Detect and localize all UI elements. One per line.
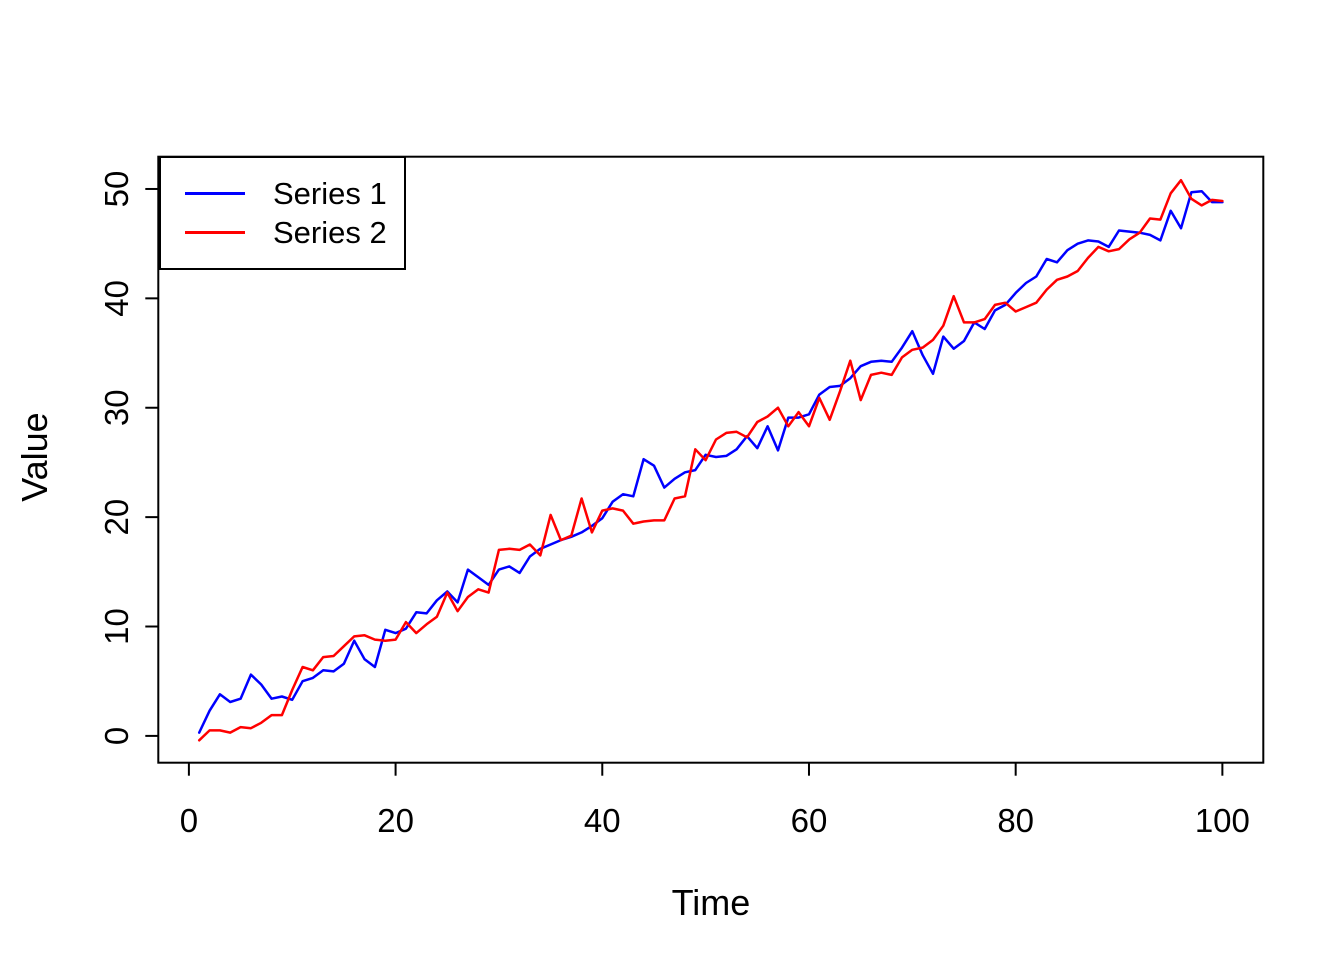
y-axis-tick-label: 20 xyxy=(98,499,135,536)
y-axis-tick-label: 50 xyxy=(98,171,135,208)
x-axis-tick-label: 100 xyxy=(1195,802,1250,839)
x-axis-title: Time xyxy=(671,882,751,923)
series-1-line-swatch xyxy=(185,192,245,195)
legend-entry-series-1: Series 1 xyxy=(161,174,404,213)
legend-box: Series 1 Series 2 xyxy=(159,156,406,270)
legend-entry-series-2: Series 2 xyxy=(161,213,404,252)
series-2-line-swatch xyxy=(185,231,245,234)
legend-label-series-1: Series 1 xyxy=(273,176,387,211)
plot-border xyxy=(157,155,1265,764)
y-axis-tick-label: 10 xyxy=(98,608,135,645)
y-axis-title: Value xyxy=(14,412,55,502)
y-axis-tick-label: 40 xyxy=(98,280,135,317)
series-2-line xyxy=(197,178,1224,742)
series-1-line xyxy=(197,189,1224,734)
y-axis-tick-label: 0 xyxy=(98,727,135,745)
x-axis-tick-label: 80 xyxy=(997,802,1034,839)
legend-label-series-2: Series 2 xyxy=(273,215,387,250)
x-axis-tick-label: 40 xyxy=(584,802,621,839)
y-axis-tick-label: 30 xyxy=(98,389,135,426)
x-axis-tick-label: 20 xyxy=(377,802,414,839)
x-axis-tick-label: 60 xyxy=(791,802,828,839)
x-axis-tick-label: 0 xyxy=(180,802,198,839)
